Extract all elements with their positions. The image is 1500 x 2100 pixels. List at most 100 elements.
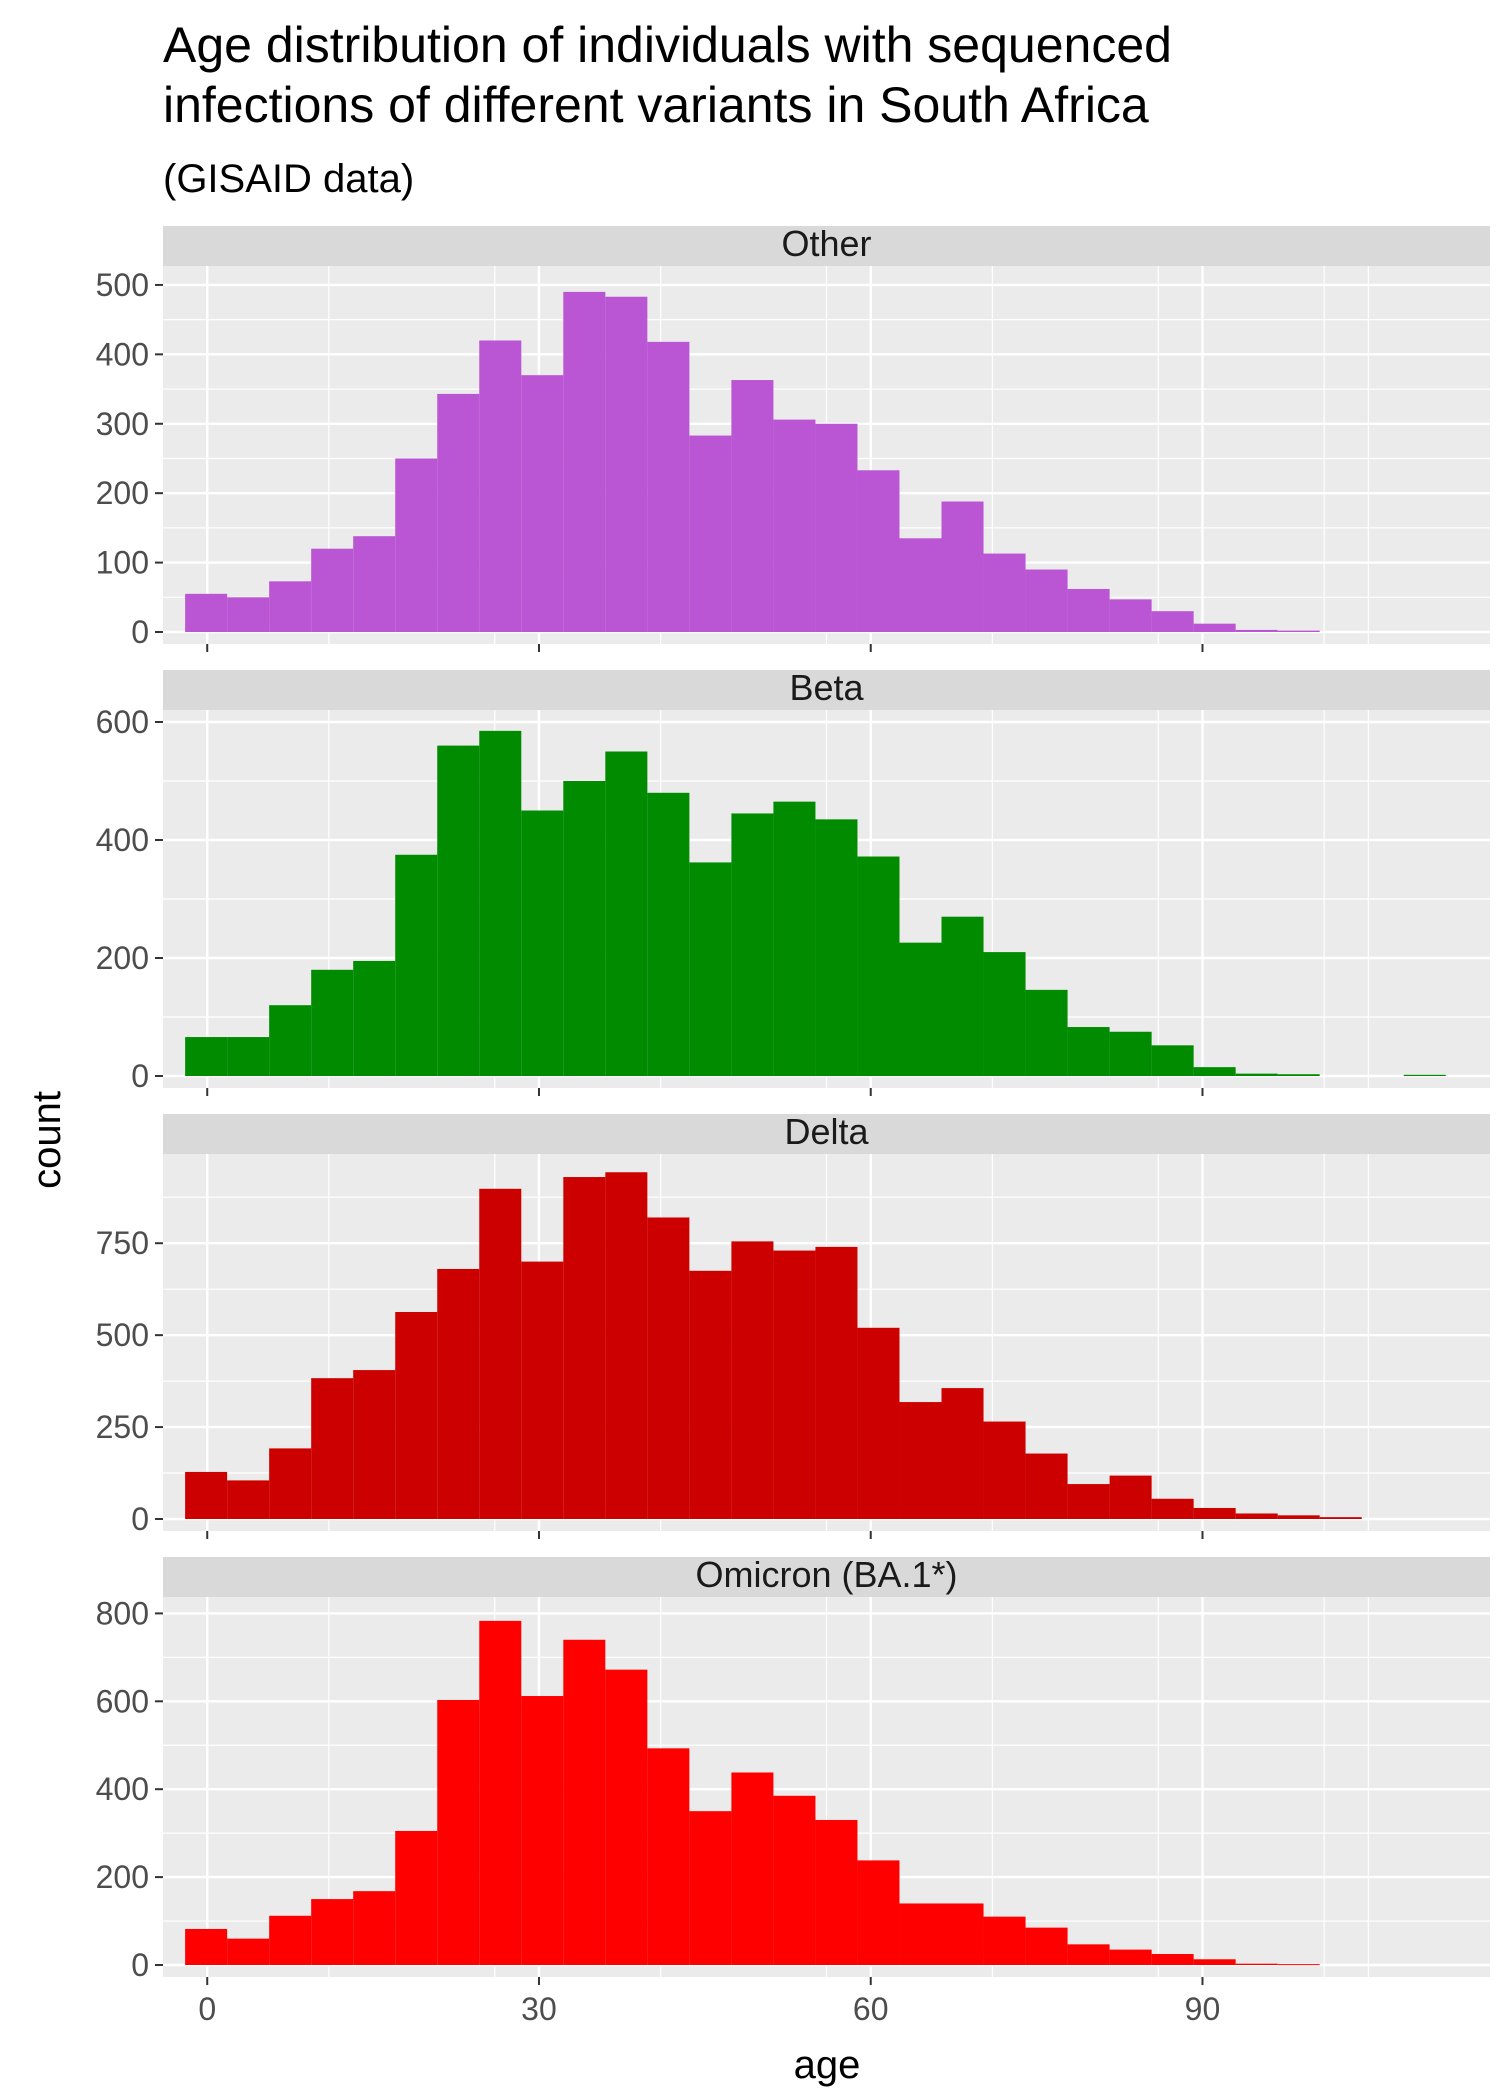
histogram-bar <box>521 375 564 632</box>
histogram-bar <box>1025 569 1068 632</box>
facet-panels: Other0100200300400500Beta0200400600Delta… <box>96 223 1490 2027</box>
histogram-bar <box>773 801 816 1076</box>
histogram-bar <box>731 380 774 632</box>
histogram-bar <box>563 1177 606 1519</box>
facet-strip-label: Other <box>781 223 871 264</box>
histogram-bar <box>1235 629 1278 632</box>
facet-strip-label: Omicron (BA.1*) <box>695 1554 957 1595</box>
histogram-bar <box>563 1639 606 1965</box>
histogram-bar <box>941 1388 984 1519</box>
y-tick-label: 400 <box>96 336 149 372</box>
histogram-bar <box>773 1250 816 1519</box>
x-tick-label: 90 <box>1185 1991 1221 2027</box>
y-tick-label: 750 <box>96 1225 149 1261</box>
histogram-bar <box>185 1037 228 1076</box>
histogram-bar <box>689 435 732 632</box>
histogram-bar <box>731 813 774 1076</box>
y-tick-label: 250 <box>96 1409 149 1445</box>
histogram-bar <box>731 1241 774 1519</box>
histogram-bar <box>941 916 984 1076</box>
histogram-bar <box>227 1480 270 1519</box>
histogram-bar <box>311 548 354 632</box>
histogram-bar <box>185 1928 228 1965</box>
histogram-bar <box>185 1471 228 1519</box>
histogram-bar <box>1067 588 1110 632</box>
histogram-bar <box>1067 1484 1110 1519</box>
histogram-bar <box>1151 1498 1194 1519</box>
histogram-bar <box>899 942 942 1076</box>
histogram-bar <box>353 536 396 632</box>
histogram-bar <box>1067 1027 1110 1076</box>
histogram-bar <box>605 296 648 632</box>
histogram-bar <box>1193 1067 1236 1076</box>
x-tick-label: 60 <box>853 1991 889 2027</box>
histogram-bar <box>1025 1453 1068 1519</box>
y-tick-label: 0 <box>131 614 149 650</box>
histogram-bar <box>689 1270 732 1519</box>
y-tick-label: 600 <box>96 1683 149 1719</box>
histogram-bar <box>899 1402 942 1519</box>
histogram-bar <box>899 1903 942 1965</box>
histogram-bar <box>1067 1944 1110 1965</box>
histogram-bar <box>647 341 690 632</box>
histogram-bar <box>437 1699 480 1965</box>
histogram-bar <box>647 1217 690 1519</box>
histogram-bar <box>563 781 606 1076</box>
histogram-bar <box>815 1819 858 1965</box>
facet-strip-label: Delta <box>784 1111 869 1152</box>
y-tick-label: 400 <box>96 822 149 858</box>
histogram-bar <box>773 419 816 632</box>
histogram-bar <box>1235 1963 1278 1965</box>
histogram-bar <box>437 393 480 632</box>
histogram-bar <box>479 1620 522 1965</box>
histogram-bar <box>731 1772 774 1965</box>
y-axis-title: count <box>25 1091 69 1189</box>
histogram-bar <box>395 1311 438 1519</box>
histogram-bar <box>479 1188 522 1519</box>
histogram-bar <box>353 960 396 1076</box>
histogram-bar <box>311 1899 354 1965</box>
y-tick-label: 200 <box>96 940 149 976</box>
histogram-bar <box>857 470 900 632</box>
histogram-bar <box>185 593 228 632</box>
histogram-bar <box>227 597 270 632</box>
histogram-bar <box>899 538 942 632</box>
y-tick-label: 0 <box>131 1501 149 1537</box>
facet-panel-3: Delta 0 250 500 750 <box>96 1111 1490 1539</box>
histogram-bar <box>605 1669 648 1965</box>
histogram-bar <box>815 423 858 632</box>
histogram-bar <box>269 1005 312 1076</box>
histogram-bar <box>1109 1949 1152 1965</box>
histogram-bar <box>395 458 438 632</box>
histogram-bar <box>857 1327 900 1519</box>
x-tick-label: 30 <box>521 1991 557 2027</box>
histogram-bar <box>1235 1073 1278 1076</box>
y-tick-label: 500 <box>96 1317 149 1353</box>
y-tick-label: 0 <box>131 1947 149 1983</box>
histogram-bar <box>1319 1517 1362 1519</box>
y-tick-label: 200 <box>96 475 149 511</box>
histogram-bar <box>1193 1507 1236 1519</box>
histogram-bar <box>1151 611 1194 632</box>
y-tick-label: 100 <box>96 545 149 581</box>
histogram-bar <box>815 819 858 1076</box>
histogram-bar <box>815 1246 858 1519</box>
y-tick-label: 200 <box>96 1859 149 1895</box>
histogram-bar <box>227 1938 270 1965</box>
histogram-bar <box>437 1268 480 1519</box>
y-tick-label: 0 <box>131 1058 149 1094</box>
histogram-bar <box>689 1811 732 1965</box>
facet-strip <box>163 1114 1490 1154</box>
facet-strip <box>163 670 1490 710</box>
histogram-bar <box>1277 630 1320 632</box>
y-tick-label: 400 <box>96 1771 149 1807</box>
histogram-bar <box>1109 1475 1152 1519</box>
facet-strip-label: Beta <box>789 667 864 708</box>
histogram-bar <box>479 340 522 632</box>
x-axis-title: age <box>794 2043 861 2087</box>
facet-strip <box>163 226 1490 266</box>
histogram-bar <box>1025 1927 1068 1965</box>
histogram-bar <box>1403 1074 1446 1076</box>
histogram-bar <box>1193 1959 1236 1965</box>
